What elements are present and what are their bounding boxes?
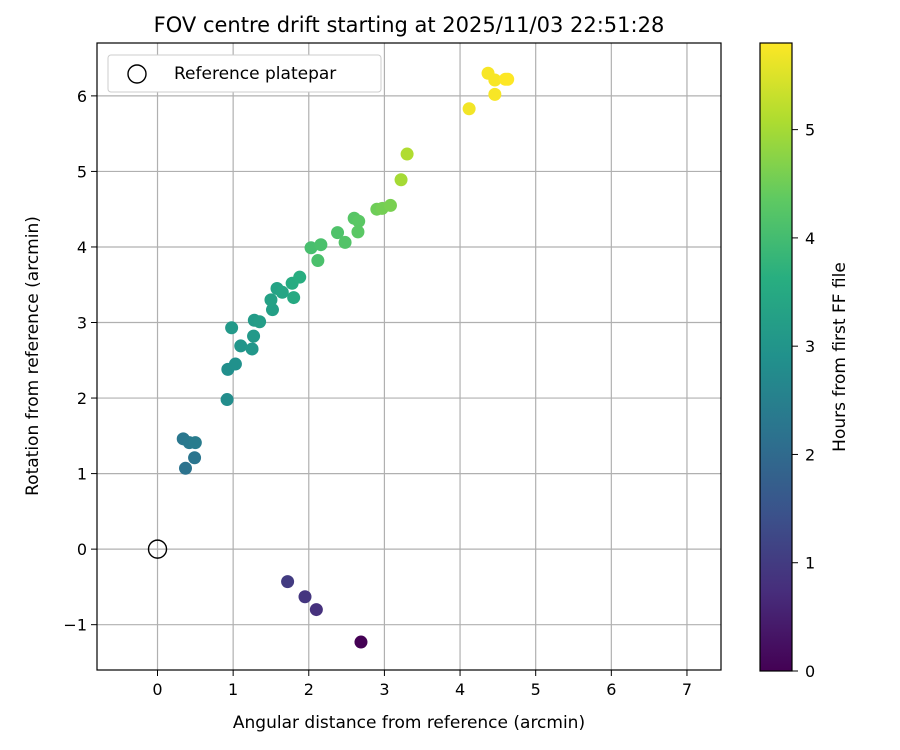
colorbar-tick-label: 5 xyxy=(805,121,815,140)
colorbar-tick-label: 2 xyxy=(805,445,815,464)
data-point xyxy=(352,214,366,228)
colorbar-gradient xyxy=(759,42,793,672)
data-point xyxy=(225,321,239,335)
data-point xyxy=(188,451,202,465)
data-point xyxy=(287,291,301,305)
y-tick-label: 3 xyxy=(77,314,87,333)
x-axis-ticks: 0 1 2 3 4 5 6 7 xyxy=(152,670,692,699)
y-axis-label: Rotation from reference (arcmin) xyxy=(23,216,43,496)
data-point xyxy=(298,590,312,604)
colorbar-tick-label: 3 xyxy=(805,337,815,356)
data-point xyxy=(265,303,279,317)
data-point xyxy=(383,198,397,212)
colorbar-tick-label: 0 xyxy=(805,662,815,681)
y-tick-label: 5 xyxy=(77,162,87,181)
x-tick-label: 5 xyxy=(531,680,541,699)
data-point xyxy=(311,254,325,268)
colorbar-tick-label: 4 xyxy=(805,229,815,248)
grid-lines xyxy=(97,43,721,670)
data-point xyxy=(253,315,267,329)
plot-frame xyxy=(96,42,722,671)
data-point xyxy=(488,73,502,87)
data-point xyxy=(220,393,234,407)
x-tick-label: 6 xyxy=(606,680,616,699)
data-point xyxy=(304,241,318,255)
legend-marker-icon xyxy=(127,64,147,84)
data-point xyxy=(275,285,289,299)
data-point xyxy=(247,329,261,343)
colorbar-label: Hours from first FF file xyxy=(830,262,850,452)
y-tick-label: −1 xyxy=(63,616,87,635)
data-point xyxy=(462,102,476,116)
data-point xyxy=(188,436,202,450)
data-point xyxy=(314,238,328,252)
x-tick-label: 4 xyxy=(455,680,465,699)
y-axis-ticks: −1 0 1 2 3 4 5 6 xyxy=(63,87,97,635)
data-point xyxy=(293,270,307,284)
data-point xyxy=(234,339,248,353)
data-point xyxy=(178,461,192,475)
x-tick-label: 3 xyxy=(379,680,389,699)
chart-title: FOV centre drift starting at 2025/11/03 … xyxy=(154,13,665,37)
y-tick-label: 1 xyxy=(77,465,87,484)
y-tick-label: 4 xyxy=(77,238,87,257)
data-point xyxy=(354,635,368,649)
x-axis-label: Angular distance from reference (arcmin) xyxy=(233,713,585,733)
reference-platepar-marker xyxy=(147,539,168,559)
x-tick-label: 0 xyxy=(152,680,162,699)
x-tick-label: 2 xyxy=(304,680,314,699)
y-tick-label: 0 xyxy=(77,540,87,559)
data-point xyxy=(228,357,242,371)
data-point xyxy=(245,342,259,356)
data-points xyxy=(176,66,515,649)
data-point xyxy=(264,293,278,307)
x-tick-label: 7 xyxy=(682,680,692,699)
colorbar-tick-label: 1 xyxy=(805,554,815,573)
x-tick-label: 1 xyxy=(228,680,238,699)
y-tick-label: 6 xyxy=(77,87,87,106)
data-point xyxy=(400,147,414,161)
data-point xyxy=(309,603,323,617)
y-tick-label: 2 xyxy=(77,389,87,408)
data-point xyxy=(331,226,345,240)
data-point xyxy=(394,173,408,187)
data-point xyxy=(338,235,352,249)
legend-box xyxy=(107,54,382,93)
data-point xyxy=(501,72,515,86)
data-point xyxy=(281,575,295,589)
data-point xyxy=(351,225,365,239)
colorbar: 0 1 2 3 4 5 Hours from first FF file xyxy=(759,42,850,681)
legend: Reference platepar xyxy=(107,54,382,93)
legend-entry-reference-platepar: Reference platepar xyxy=(174,64,336,84)
data-point xyxy=(488,87,502,101)
colorbar-ticks: 0 1 2 3 4 5 xyxy=(792,121,815,681)
